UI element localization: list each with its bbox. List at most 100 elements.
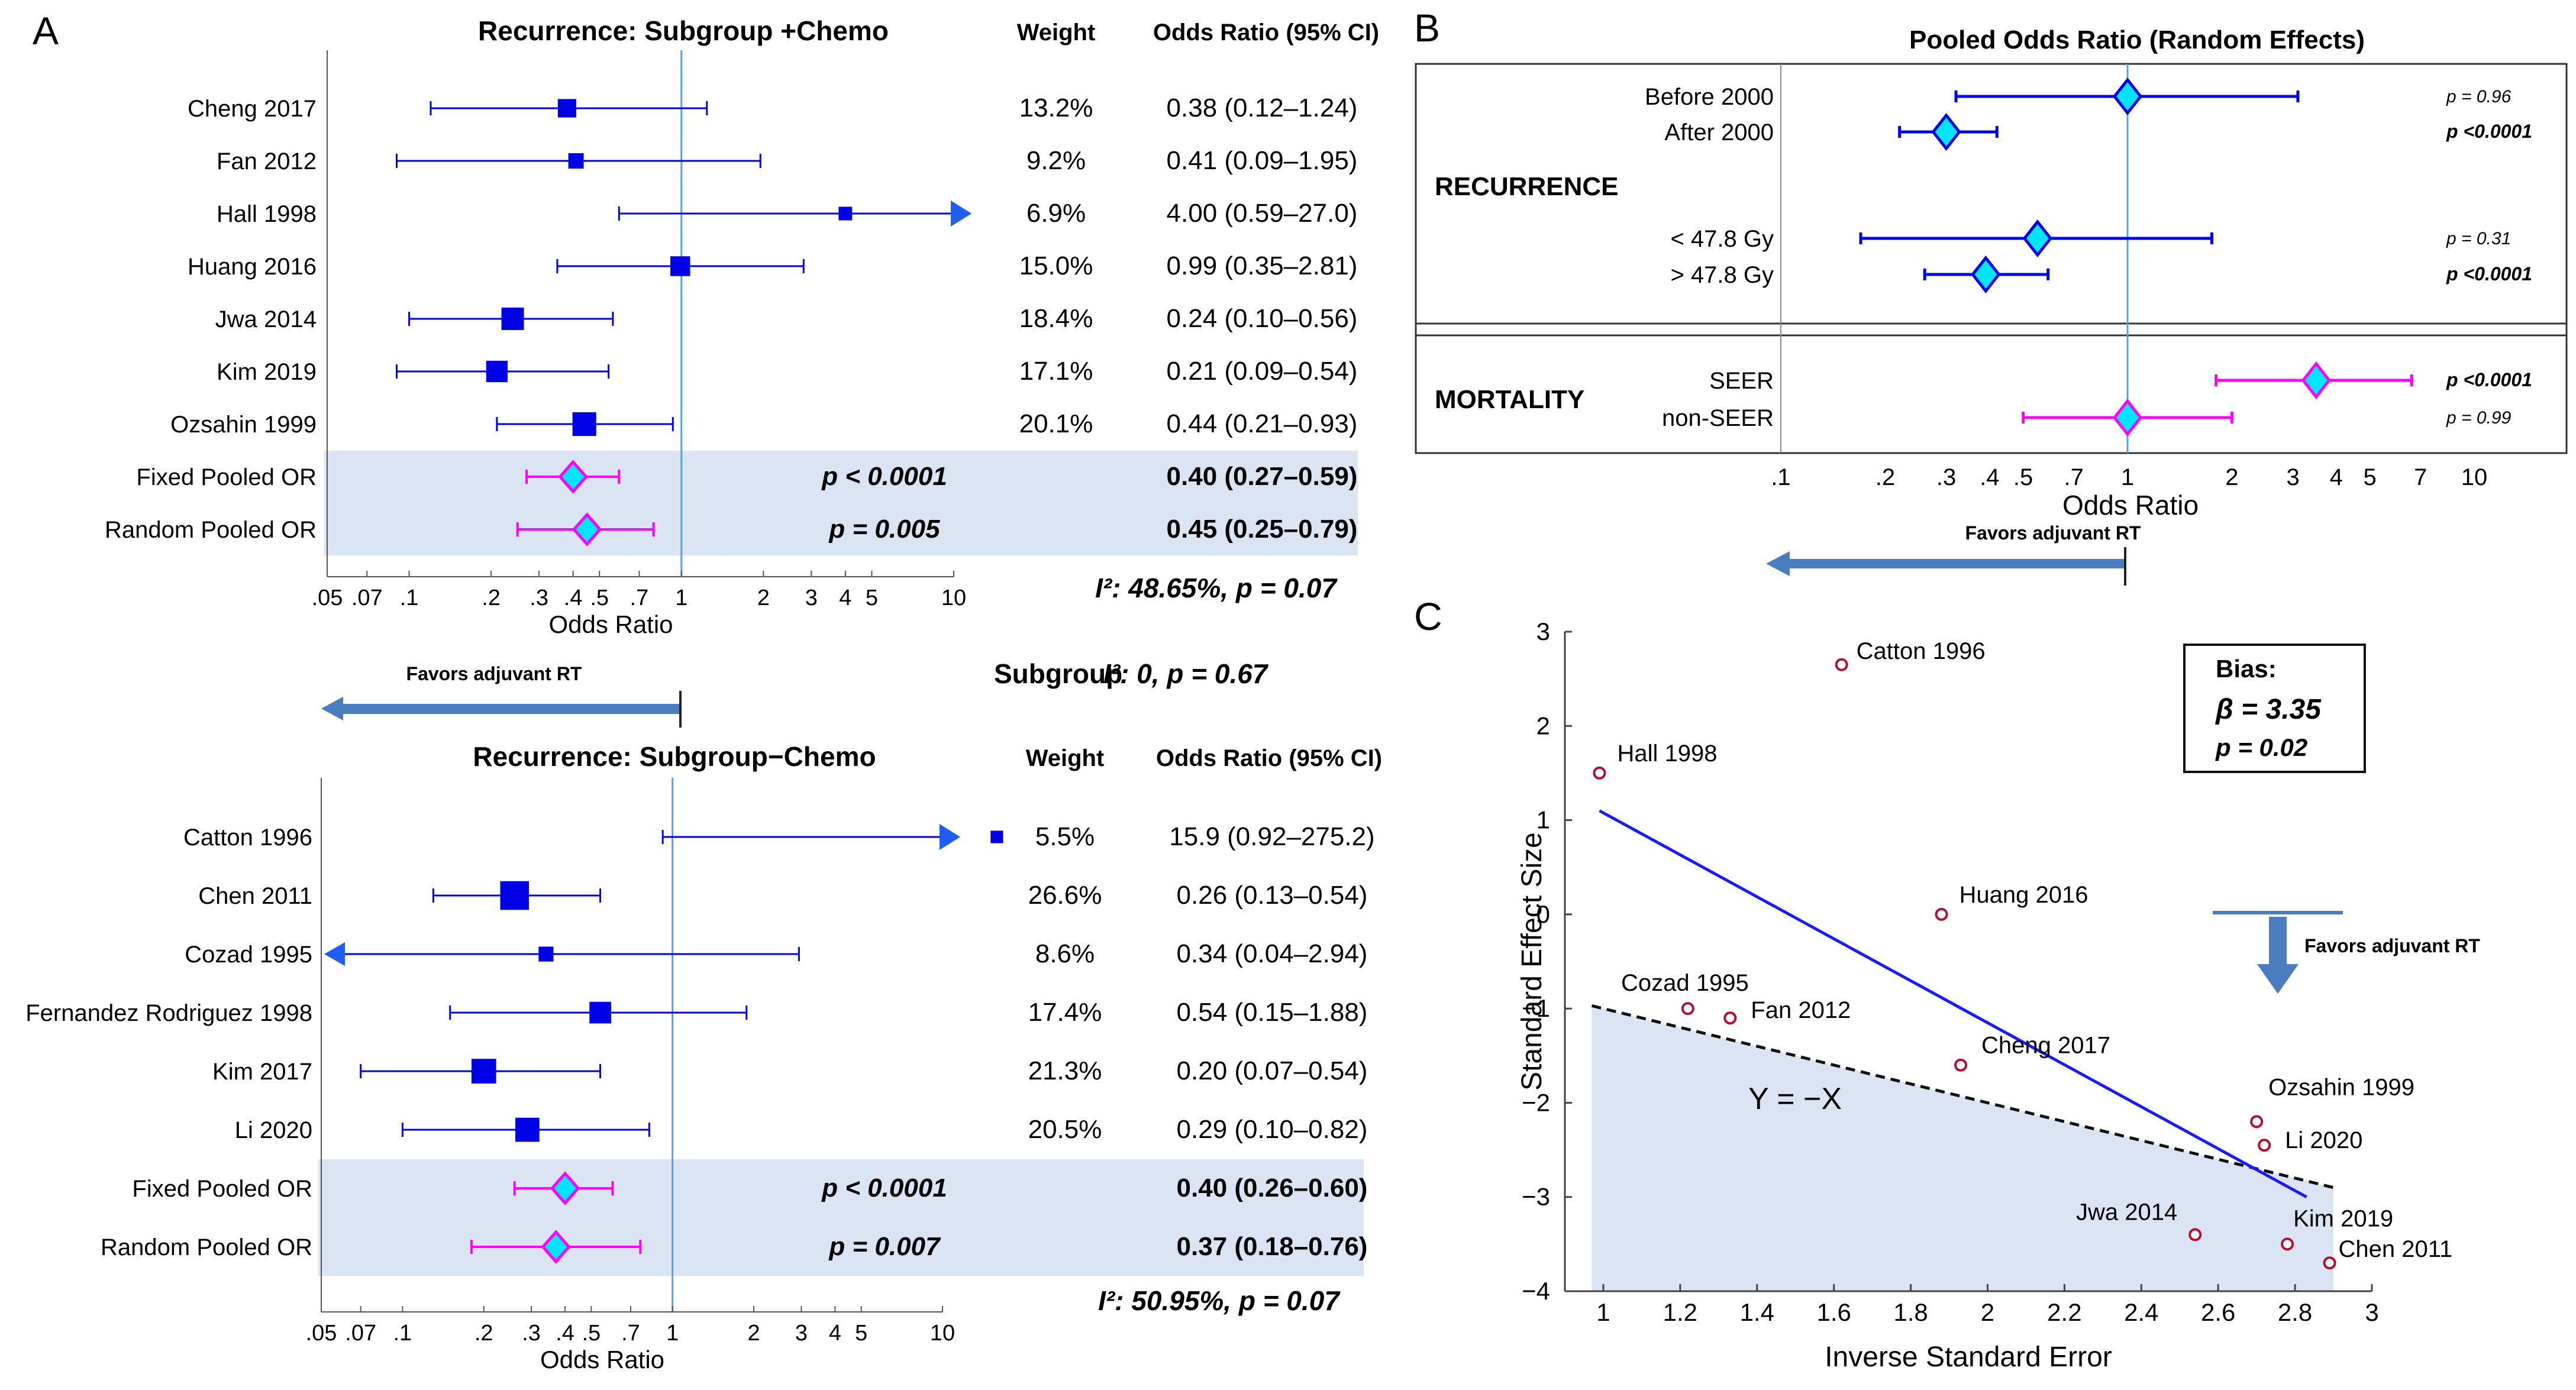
x-tick-label: .05 <box>306 1321 337 1346</box>
pooled-name: Fixed Pooled OR <box>136 464 317 490</box>
x-tick-label: .3 <box>530 586 548 610</box>
study-name: Jwa 2014 <box>215 306 317 332</box>
forest-title: Recurrence: Subgroup−Chemo <box>473 741 876 772</box>
x-tick-label: 1.2 <box>1663 1298 1697 1326</box>
pooled-name: Random Pooled OR <box>101 1234 312 1260</box>
x-tick-label: .07 <box>351 586 383 610</box>
x-tick-label: .07 <box>345 1321 376 1346</box>
point-estimate <box>670 256 690 276</box>
y-tick-label: −3 <box>1522 1183 1550 1211</box>
study-name: Kim 2017 <box>212 1059 312 1085</box>
study-name: Chen 2011 <box>198 883 312 909</box>
x-tick-label: .7 <box>630 586 649 610</box>
ci-arrow-left <box>324 942 345 966</box>
point-estimate <box>486 360 508 383</box>
x-tick-label: .5 <box>2013 464 2033 490</box>
x-tick-label: .3 <box>522 1321 541 1346</box>
x-tick-label: 2.4 <box>2124 1298 2158 1326</box>
study-or-ci: 0.38 (0.12–1.24) <box>1167 93 1358 122</box>
study-point <box>1835 658 1848 671</box>
study-name: Kim 2019 <box>217 359 317 385</box>
study-point <box>1681 1002 1694 1016</box>
x-tick-label: 5 <box>866 586 878 610</box>
point-estimate <box>572 412 596 437</box>
study-name: Cozad 1995 <box>185 942 312 968</box>
point-estimate <box>538 946 554 962</box>
study-weight: 8.6% <box>1035 939 1095 968</box>
pooled-diamond <box>1931 112 1961 151</box>
subgroup-i2: I²: 0, p = 0.67 <box>1103 658 1269 689</box>
favors-text: Favors adjuvant RT <box>1965 522 2141 544</box>
x-tick-label: 5 <box>2363 464 2376 490</box>
x-tick-label: .1 <box>393 1321 412 1346</box>
x-tick-label: 4 <box>2330 464 2343 490</box>
x-tick-label: .4 <box>556 1321 574 1346</box>
study-or-ci: 0.34 (0.04–2.94) <box>1177 939 1368 968</box>
study-or-ci: 0.24 (0.10–0.56) <box>1167 304 1358 333</box>
x-tick-label: 2 <box>2225 464 2238 490</box>
y-tick-label: 1 <box>1536 806 1550 834</box>
x-tick-label: 10 <box>2461 464 2488 490</box>
section-label: MORTALITY <box>1435 385 1584 414</box>
pooled-or-ci: 0.37 (0.18–0.76) <box>1177 1232 1368 1261</box>
p-value: p <0.0001 <box>2446 121 2532 142</box>
pooled-p-value: p < 0.0001 <box>821 462 947 491</box>
x-tick-label: .05 <box>312 586 343 610</box>
pooled-or-ci: 0.40 (0.27–0.59) <box>1167 462 1358 491</box>
panel-b-frame <box>1415 63 2568 454</box>
point-label: Chen 2011 <box>2339 1236 2453 1262</box>
point-label: Cheng 2017 <box>1981 1033 2110 1059</box>
study-name: Hall 1998 <box>217 201 317 227</box>
x-tick-label: 3 <box>2286 464 2299 490</box>
x-tick-label: 3 <box>805 586 818 610</box>
panel-label-b: B <box>1414 6 1440 50</box>
pooled-or-ci: 0.45 (0.25–0.79) <box>1167 515 1358 544</box>
study-weight: 18.4% <box>1019 304 1093 333</box>
x-tick-label: .4 <box>1980 464 1999 490</box>
study-point <box>2323 1256 2336 1270</box>
panel-a-top-forest: Recurrence: Subgroup +Chemo Weight Odds Ra… <box>105 15 1379 728</box>
pooled-diamond <box>2022 219 2053 258</box>
x-axis-label: Odds Ratio <box>2062 490 2199 521</box>
panel-c-funnel: 3 2 1 0 −1 −2 −3 −4 1 1.2 1.4 1.6 1.8 2 2.2 2.4 2.6 2.8 3 I… <box>1516 618 2480 1373</box>
pooled-or-ci: 0.40 (0.26–0.60) <box>1177 1174 1368 1202</box>
study-or-ci: 4.00 (0.59–27.0) <box>1167 199 1358 228</box>
x-tick-label: 2.6 <box>2201 1298 2235 1326</box>
x-tick-label: 2 <box>747 1321 760 1346</box>
x-tick-label: .2 <box>1875 464 1895 490</box>
x-tick-label: 1 <box>2121 464 2134 490</box>
x-tick-label: 5 <box>855 1321 867 1346</box>
forest-title: Recurrence: Subgroup +Chemo <box>478 15 889 46</box>
y-tick-label: −4 <box>1522 1277 1550 1305</box>
subgroup-name: non-SEER <box>1662 405 1774 431</box>
study-name: Cheng 2017 <box>188 96 317 122</box>
study-name: Li 2020 <box>235 1117 312 1143</box>
heterogeneity-i2: I²: 50.95%, p = 0.07 <box>1098 1285 1341 1316</box>
x-tick-label: 1 <box>666 1321 679 1346</box>
pooled-name: Fixed Pooled OR <box>132 1176 312 1202</box>
p-value: p = 0.96 <box>2446 87 2512 106</box>
x-axis-label: Inverse Standard Error <box>1825 1341 2112 1373</box>
subgroup-label: Subgroup <box>994 658 1122 689</box>
favors-text: Favors adjuvant RT <box>2304 935 2480 956</box>
study-point <box>2281 1237 2294 1251</box>
pooled-diamond <box>2112 398 2143 437</box>
y-axis-label: Standard Effect Size <box>1516 832 1548 1091</box>
x-tick-label: 2 <box>1981 1298 1994 1326</box>
panel-b-title: Pooled Odds Ratio (Random Effects) <box>1909 25 2365 54</box>
favors-arrow <box>2257 917 2299 994</box>
x-tick-label: .5 <box>590 586 609 610</box>
x-tick-label: .2 <box>474 1321 493 1346</box>
x-tick-label: 10 <box>941 586 966 610</box>
point-label: Ozsahin 1999 <box>2268 1074 2414 1100</box>
x-tick-label: 4 <box>839 586 851 610</box>
point-label: Cozad 1995 <box>1621 970 1749 996</box>
study-point <box>2258 1139 2271 1152</box>
study-or-ci: 0.41 (0.09–1.95) <box>1167 146 1358 175</box>
bias-box <box>2183 644 2366 773</box>
pooled-p-value: p < 0.0001 <box>821 1174 947 1202</box>
study-weight: 9.2% <box>1026 146 1086 175</box>
point-estimate <box>500 881 530 910</box>
identity-label: Y = −X <box>1748 1082 1842 1116</box>
